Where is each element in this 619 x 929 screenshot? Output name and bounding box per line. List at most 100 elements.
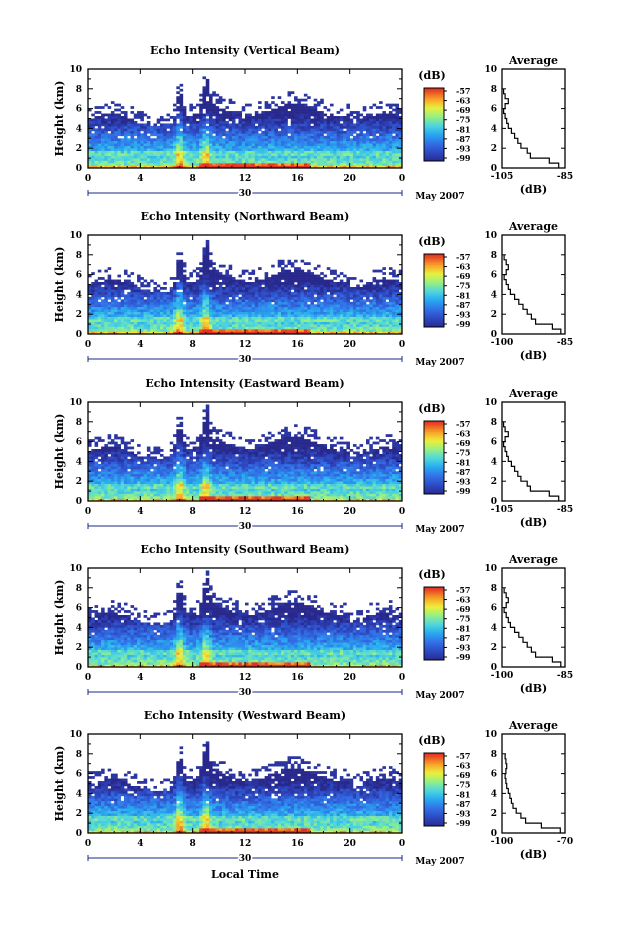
heatmap-cell — [117, 286, 122, 290]
heatmap-cell — [333, 116, 337, 119]
heatmap-cell — [274, 143, 279, 147]
heatmap-cell — [277, 111, 282, 114]
heatmap-cell — [179, 153, 184, 156]
heatmap-cell — [202, 252, 207, 256]
heatmap-cell — [339, 118, 344, 122]
heatmap-cell — [202, 272, 207, 275]
heatmap-cell — [88, 456, 92, 460]
heatmap-cell — [123, 143, 128, 147]
heatmap-cell — [120, 284, 125, 288]
heatmap-cell — [189, 321, 193, 325]
heatmap-cell — [235, 291, 239, 295]
heatmap-cell — [179, 111, 184, 114]
heatmap-cell — [169, 277, 174, 280]
heatmap-cell — [222, 289, 226, 293]
heatmap-cell — [382, 306, 386, 310]
heatmap-cell — [264, 103, 269, 107]
heatmap-cell — [333, 160, 337, 164]
heatmap-cell — [235, 329, 239, 332]
heatmap-cell — [225, 123, 229, 127]
heatmap-cell — [398, 118, 403, 122]
heatmap-cell — [195, 148, 200, 151]
heatmap-cell — [343, 331, 347, 335]
heatmap-cell — [231, 135, 236, 139]
heatmap-cell — [202, 294, 207, 298]
heatmap-cell — [382, 279, 386, 283]
heatmap-cell — [372, 326, 377, 330]
heatmap-cell — [343, 324, 347, 327]
heatmap-cell — [202, 150, 207, 154]
heatmap-cell — [277, 125, 282, 129]
heatmap-cell — [330, 304, 334, 308]
heatmap-cell — [385, 311, 390, 315]
heatmap-cell — [290, 158, 295, 161]
heatmap-cell — [127, 331, 131, 335]
heatmap-cell — [202, 153, 207, 156]
heatmap-cell — [192, 133, 197, 137]
heatmap-cell — [258, 135, 262, 139]
heatmap-cell — [222, 155, 226, 159]
heatmap-cell — [153, 294, 157, 298]
heatmap-cell — [274, 279, 279, 283]
heatmap-cell — [349, 153, 354, 156]
heatmap-cell — [330, 160, 334, 164]
heatmap-cell — [127, 294, 131, 298]
heatmap-cell — [303, 113, 308, 117]
heatmap-cell — [114, 498, 118, 502]
heatmap-cell — [326, 286, 331, 290]
heatmap-cell — [333, 120, 337, 124]
heatmap-cell — [303, 279, 308, 283]
heatmap-cell — [303, 128, 308, 132]
heatmap-cell — [166, 158, 171, 161]
heatmap-cell — [284, 282, 288, 285]
heatmap-cell — [107, 319, 112, 322]
heatmap-cell — [290, 120, 295, 124]
heatmap-cell — [123, 294, 128, 298]
heatmap-cell — [215, 128, 220, 132]
heatmap-cell — [150, 331, 154, 335]
heatmap-cell — [372, 160, 377, 164]
heatmap-cell — [205, 329, 210, 332]
heatmap-cell — [91, 483, 95, 487]
heatmap-cell — [117, 158, 122, 161]
heatmap-cell — [362, 133, 367, 137]
heatmap-cell — [202, 93, 207, 97]
heatmap-cell — [91, 496, 95, 499]
heatmap-cell — [277, 120, 282, 124]
heatmap-cell — [310, 286, 314, 290]
heatmap-cell — [225, 155, 229, 159]
heatmap-cell — [114, 476, 118, 480]
heatmap-cell — [176, 262, 180, 265]
heatmap-cell — [202, 128, 207, 132]
heatmap-cell — [156, 331, 161, 335]
heatmap-cell — [352, 150, 357, 154]
heatmap-cell — [153, 329, 157, 332]
heatmap-cell — [209, 284, 213, 288]
heatmap-cell — [228, 311, 233, 315]
heatmap-cell — [156, 324, 161, 327]
heatmap-cell — [362, 301, 367, 305]
heatmap-cell — [169, 123, 174, 127]
heatmap-cell — [107, 291, 112, 295]
heatmap-cell — [388, 150, 393, 154]
heatmap-cell — [303, 158, 308, 161]
heatmap-cell — [107, 473, 112, 477]
heatmap-cell — [202, 101, 207, 104]
heatmap-cell — [287, 160, 292, 164]
heatmap-cell — [195, 150, 200, 154]
heatmap-cell — [192, 150, 197, 154]
heatmap-cell — [163, 140, 167, 144]
heatmap-cell — [186, 128, 190, 132]
heatmap-cell — [352, 311, 357, 315]
heatmap-cell — [101, 291, 105, 295]
heatmap-cell — [382, 153, 386, 156]
heatmap-cell — [267, 282, 272, 285]
heatmap-cell — [143, 289, 148, 293]
heatmap-cell — [297, 128, 301, 132]
heatmap-cell — [392, 120, 396, 124]
heatmap-cell — [388, 282, 393, 285]
heatmap-cell — [372, 301, 377, 305]
colorbar-swatch — [424, 259, 444, 262]
heatmap-cell — [254, 130, 259, 134]
heatmap-cell — [209, 98, 213, 102]
